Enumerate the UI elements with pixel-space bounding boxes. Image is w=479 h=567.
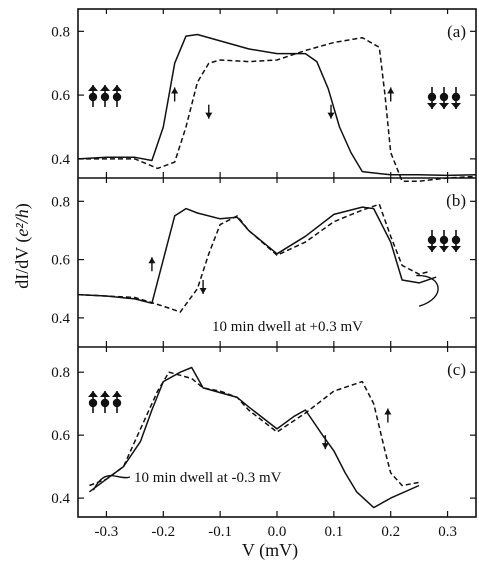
panel-tag: (c) xyxy=(447,360,466,379)
sweep-up-arrow xyxy=(148,257,156,272)
x-tick-label: 0.2 xyxy=(381,524,400,540)
chart-panels: 0.4 0.6 0.8 (a) 0.4 0.6 0.8 (b) 10 min dwell at … xyxy=(51,8,477,518)
plot-frame xyxy=(77,8,477,518)
y-axis-title: dI/dV (e²/h) xyxy=(12,203,33,289)
x-tick-label: -0.1 xyxy=(208,524,232,540)
y-tick-label: 0.8 xyxy=(51,24,70,40)
series-dashed xyxy=(89,371,420,487)
spin-up-icon xyxy=(88,391,122,413)
y-tick-label: 0.6 xyxy=(51,428,70,444)
series-solid xyxy=(77,206,437,305)
annotation-pointer xyxy=(92,474,131,491)
y-tick-label: 0.8 xyxy=(51,365,70,381)
x-tick-label: 0.1 xyxy=(324,524,343,540)
y-axis-title-units: e²/h xyxy=(12,209,32,236)
sweep-up-arrow xyxy=(171,87,179,102)
y-tick-label: 0.4 xyxy=(51,311,70,327)
sweep-down-arrow xyxy=(199,279,207,294)
y-tick-label: 0.8 xyxy=(51,194,70,210)
series-dashed xyxy=(78,36,477,182)
series-solid xyxy=(77,33,477,177)
sweep-down-arrow xyxy=(321,435,329,450)
y-tick-label: 0.4 xyxy=(51,152,70,168)
sweep-down-arrow xyxy=(205,104,213,119)
dwell-annotation: 10 min dwell at +0.3 mV xyxy=(212,319,363,335)
panel-tag: (a) xyxy=(447,22,466,41)
panel-b: 0.4 0.6 0.8 (b) 10 min dwell at +0.3 mV xyxy=(51,177,476,347)
panel-c: 0.4 0.6 0.8 (c) 10 min dwell at -0.3 mV xyxy=(51,346,476,517)
y-tick-label: 0.6 xyxy=(51,253,70,269)
series-dashed xyxy=(77,203,431,313)
x-tick-label: 0.3 xyxy=(438,524,457,540)
y-tick-label: 0.4 xyxy=(51,491,70,507)
x-tick-label: -0.3 xyxy=(95,524,119,540)
annotation-pointer xyxy=(416,274,439,307)
x-tick-label: -0.2 xyxy=(151,524,175,540)
panel-a: 0.4 0.6 0.8 (a) xyxy=(51,9,477,182)
x-axis: -0.3 -0.2 -0.1 0.0 0.1 0.2 0.3 xyxy=(95,524,457,540)
spin-down-icon xyxy=(427,87,461,109)
x-tick-label: 0.0 xyxy=(268,524,287,540)
series-solid xyxy=(88,366,420,509)
x-axis-title: V (mV) xyxy=(242,540,298,561)
sweep-up-arrow xyxy=(384,408,392,423)
y-axis-title-close: ) xyxy=(12,203,33,209)
panel-tag: (b) xyxy=(446,191,466,210)
spin-up-icon xyxy=(88,85,122,107)
dwell-annotation: 10 min dwell at -0.3 mV xyxy=(134,470,282,486)
y-tick-label: 0.6 xyxy=(51,88,70,104)
spin-down-icon xyxy=(427,230,461,252)
y-axis-title-base: dI/dV ( xyxy=(12,237,33,289)
sweep-up-arrow xyxy=(387,87,395,102)
sweep-down-arrow xyxy=(327,104,335,119)
